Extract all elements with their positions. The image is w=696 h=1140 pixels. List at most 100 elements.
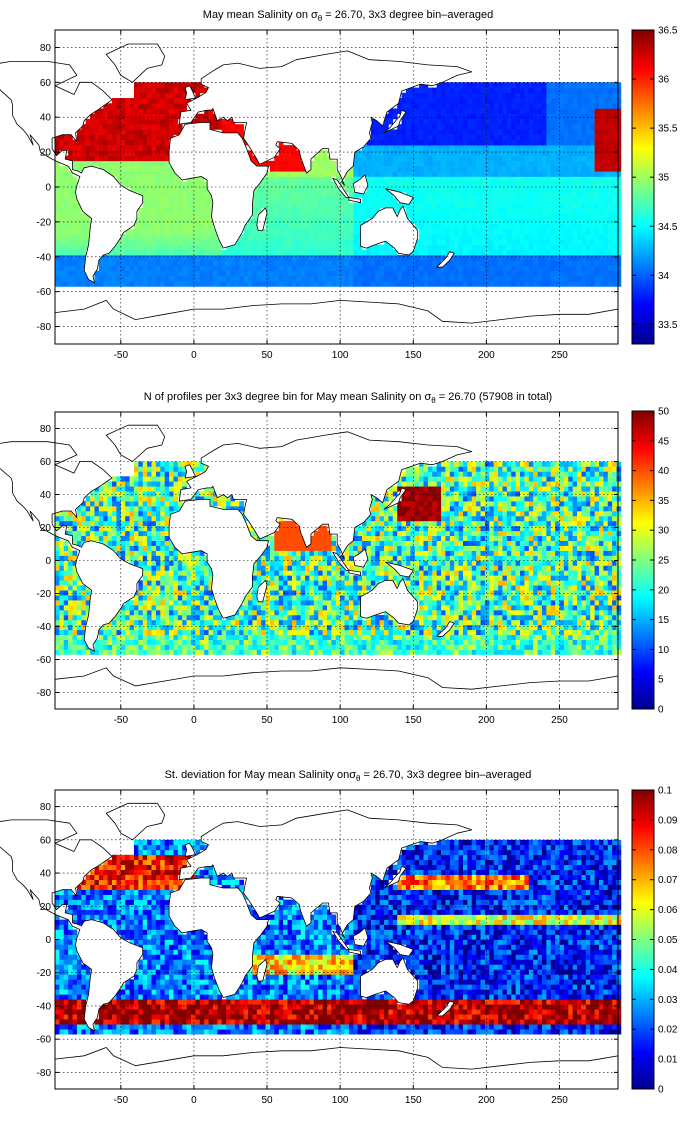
heatmap-cell [379, 124, 385, 130]
heatmap-cell [484, 87, 490, 94]
heatmap-cell [133, 176, 139, 183]
heatmap-cell [199, 234, 205, 240]
heatmap-cell [155, 202, 161, 209]
heatmap-cell [116, 265, 122, 272]
heatmap-cell [182, 87, 187, 94]
heatmap-cell [607, 197, 613, 203]
heatmap-cell [405, 139, 411, 146]
heatmap-cell [133, 270, 139, 277]
heatmap-cell [151, 176, 157, 183]
heatmap-cell [309, 281, 315, 287]
heatmap-cell [76, 166, 82, 172]
heatmap-cell [208, 223, 214, 230]
heatmap-cell [112, 113, 117, 120]
heatmap-cell [493, 610, 499, 616]
heatmap-cell [423, 145, 429, 151]
heatmap-cell [541, 98, 547, 104]
heatmap-cell [594, 197, 600, 203]
heatmap-cell [55, 192, 60, 198]
heatmap-cell [164, 192, 170, 198]
heatmap-cell [326, 228, 332, 235]
heatmap-cell [76, 260, 82, 266]
heatmap-cell [502, 202, 508, 209]
heatmap-cell [366, 624, 372, 631]
heatmap-cell [467, 213, 473, 219]
heatmap-cell [581, 234, 587, 240]
heatmap-cell [603, 124, 609, 130]
heatmap-cell [151, 255, 157, 261]
heatmap-cell [454, 281, 459, 287]
heatmap-cell [59, 218, 65, 224]
heatmap-cell [147, 234, 152, 240]
heatmap-cell [467, 260, 473, 266]
heatmap-cell [384, 249, 389, 256]
heatmap-cell [261, 239, 266, 245]
heatmap-cell [322, 649, 328, 655]
heatmap-cell [112, 118, 117, 125]
heatmap-cell [520, 218, 525, 224]
heatmap-cell [445, 281, 451, 287]
heatmap-cell [147, 605, 152, 611]
x-tick-label: 200 [478, 350, 495, 361]
heatmap-cell [169, 281, 174, 287]
heatmap-cell [607, 202, 613, 209]
heatmap-cell [375, 255, 380, 261]
heatmap-cell [326, 639, 332, 645]
heatmap-cell [427, 160, 433, 167]
heatmap-cell [291, 255, 297, 261]
heatmap-cell [427, 129, 433, 135]
heatmap-cell [160, 265, 165, 272]
heatmap-cell [568, 275, 573, 282]
heatmap-cell [454, 82, 459, 88]
heatmap-cell [427, 166, 433, 172]
heatmap-cell [585, 108, 591, 115]
heatmap-cell [155, 192, 161, 198]
heatmap-cell [384, 634, 389, 640]
heatmap-cell [186, 260, 192, 266]
heatmap-cell [462, 87, 468, 94]
heatmap-cell [458, 166, 464, 172]
heatmap-cell [498, 270, 503, 277]
heatmap-cell [607, 171, 613, 177]
heatmap-cell [63, 187, 69, 193]
heatmap-cell [326, 610, 332, 616]
heatmap-cell [427, 619, 433, 626]
heatmap-cell [458, 118, 464, 125]
heatmap-cell [296, 270, 301, 277]
heatmap-cell [585, 239, 591, 245]
heatmap-cell [594, 134, 600, 141]
heatmap-cell [313, 624, 319, 631]
heatmap-cell [506, 614, 512, 621]
heatmap-cell [191, 87, 196, 94]
heatmap-cell [607, 82, 613, 88]
heatmap-cell [607, 244, 613, 251]
heatmap-cell [572, 155, 578, 162]
profile-count-heatmap [55, 461, 622, 655]
heatmap-cell [182, 614, 187, 621]
heatmap-cell [269, 644, 275, 650]
heatmap-cell [291, 166, 297, 172]
heatmap-cell [348, 624, 354, 631]
heatmap-cell [392, 155, 398, 162]
heatmap-cell [357, 649, 363, 655]
heatmap-cell [164, 260, 170, 266]
heatmap-cell [344, 255, 350, 261]
heatmap-cell [362, 202, 367, 209]
heatmap-cell [195, 624, 201, 631]
heatmap-cell [598, 249, 604, 256]
heatmap-cell [300, 644, 306, 650]
heatmap-cell [318, 275, 323, 282]
heatmap-cell [414, 155, 420, 162]
heatmap-cell [98, 639, 104, 645]
heatmap-cell [353, 255, 359, 261]
heatmap-cell [243, 255, 249, 261]
heatmap-cell [331, 207, 337, 214]
heatmap-cell [191, 187, 196, 193]
heatmap-cell [81, 260, 87, 266]
heatmap-cell [550, 166, 556, 172]
heatmap-cell [462, 218, 468, 224]
heatmap-cell [612, 181, 617, 188]
heatmap-cell [419, 187, 424, 193]
heatmap-cell [208, 244, 214, 251]
heatmap-cell [287, 166, 293, 172]
